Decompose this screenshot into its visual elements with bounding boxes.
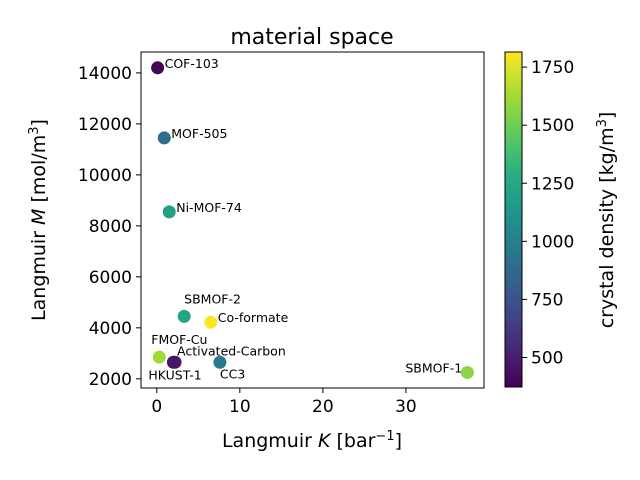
plot-area: 0 10 20 30 2000 4000 6000 8000 10000 12000 14000 CO… <box>78 51 485 417</box>
y-tick-label: 12000 <box>78 115 132 135</box>
data-point <box>157 131 171 145</box>
data-point <box>213 355 227 369</box>
point-label: Co-formate <box>218 310 289 325</box>
point-label: CC3 <box>220 366 245 381</box>
colorbar: 500 750 1000 1250 1500 1750 <box>504 51 574 388</box>
data-point <box>460 365 474 379</box>
point-label: HKUST-1 <box>148 367 201 382</box>
y-tick-label: 10000 <box>78 166 132 186</box>
data-point <box>162 205 176 219</box>
x-tick-label: 20 <box>312 397 334 417</box>
y-tick-label: 4000 <box>89 319 132 339</box>
y-tick-label: 14000 <box>78 64 132 84</box>
colorbar-tick-label: 1750 <box>531 58 574 78</box>
point-label: MOF-505 <box>171 126 227 141</box>
plot-frame <box>140 51 485 389</box>
y-tick-label: 2000 <box>89 370 132 390</box>
point-label: SBMOF-1 <box>405 360 462 375</box>
y-tick-label: 8000 <box>89 217 132 237</box>
x-axis-label: Langmuir K [bar−1] <box>222 429 402 453</box>
x-tick-label: 30 <box>395 397 417 417</box>
y-tick-label: 6000 <box>89 268 132 288</box>
point-label: FMOF-Cu <box>151 332 207 347</box>
colorbar-tick-label: 1000 <box>531 232 574 252</box>
y-axis-label: Langmuir M [mol/m3] <box>27 119 51 321</box>
chart-title: material space <box>230 25 393 50</box>
data-point <box>166 355 180 369</box>
colorbar-label: crystal density [kg/m3] <box>595 112 619 329</box>
data-point <box>204 315 218 329</box>
point-label: Ni-MOF-74 <box>176 200 242 215</box>
x-tick-label: 0 <box>151 397 162 417</box>
point-label: COF-103 <box>165 56 219 71</box>
data-point <box>151 61 165 75</box>
colorbar-tick-label: 1250 <box>531 174 574 194</box>
data-point <box>177 309 191 323</box>
colorbar-tick-label: 1500 <box>531 116 574 136</box>
colorbar-gradient <box>504 51 523 388</box>
data-point <box>152 350 166 364</box>
point-label: SBMOF-2 <box>184 291 241 306</box>
colorbar-tick-label: 750 <box>531 290 563 310</box>
point-label: Activated-Carbon <box>177 343 286 358</box>
colorbar-tick-label: 500 <box>531 348 563 368</box>
x-tick-label: 10 <box>229 397 251 417</box>
